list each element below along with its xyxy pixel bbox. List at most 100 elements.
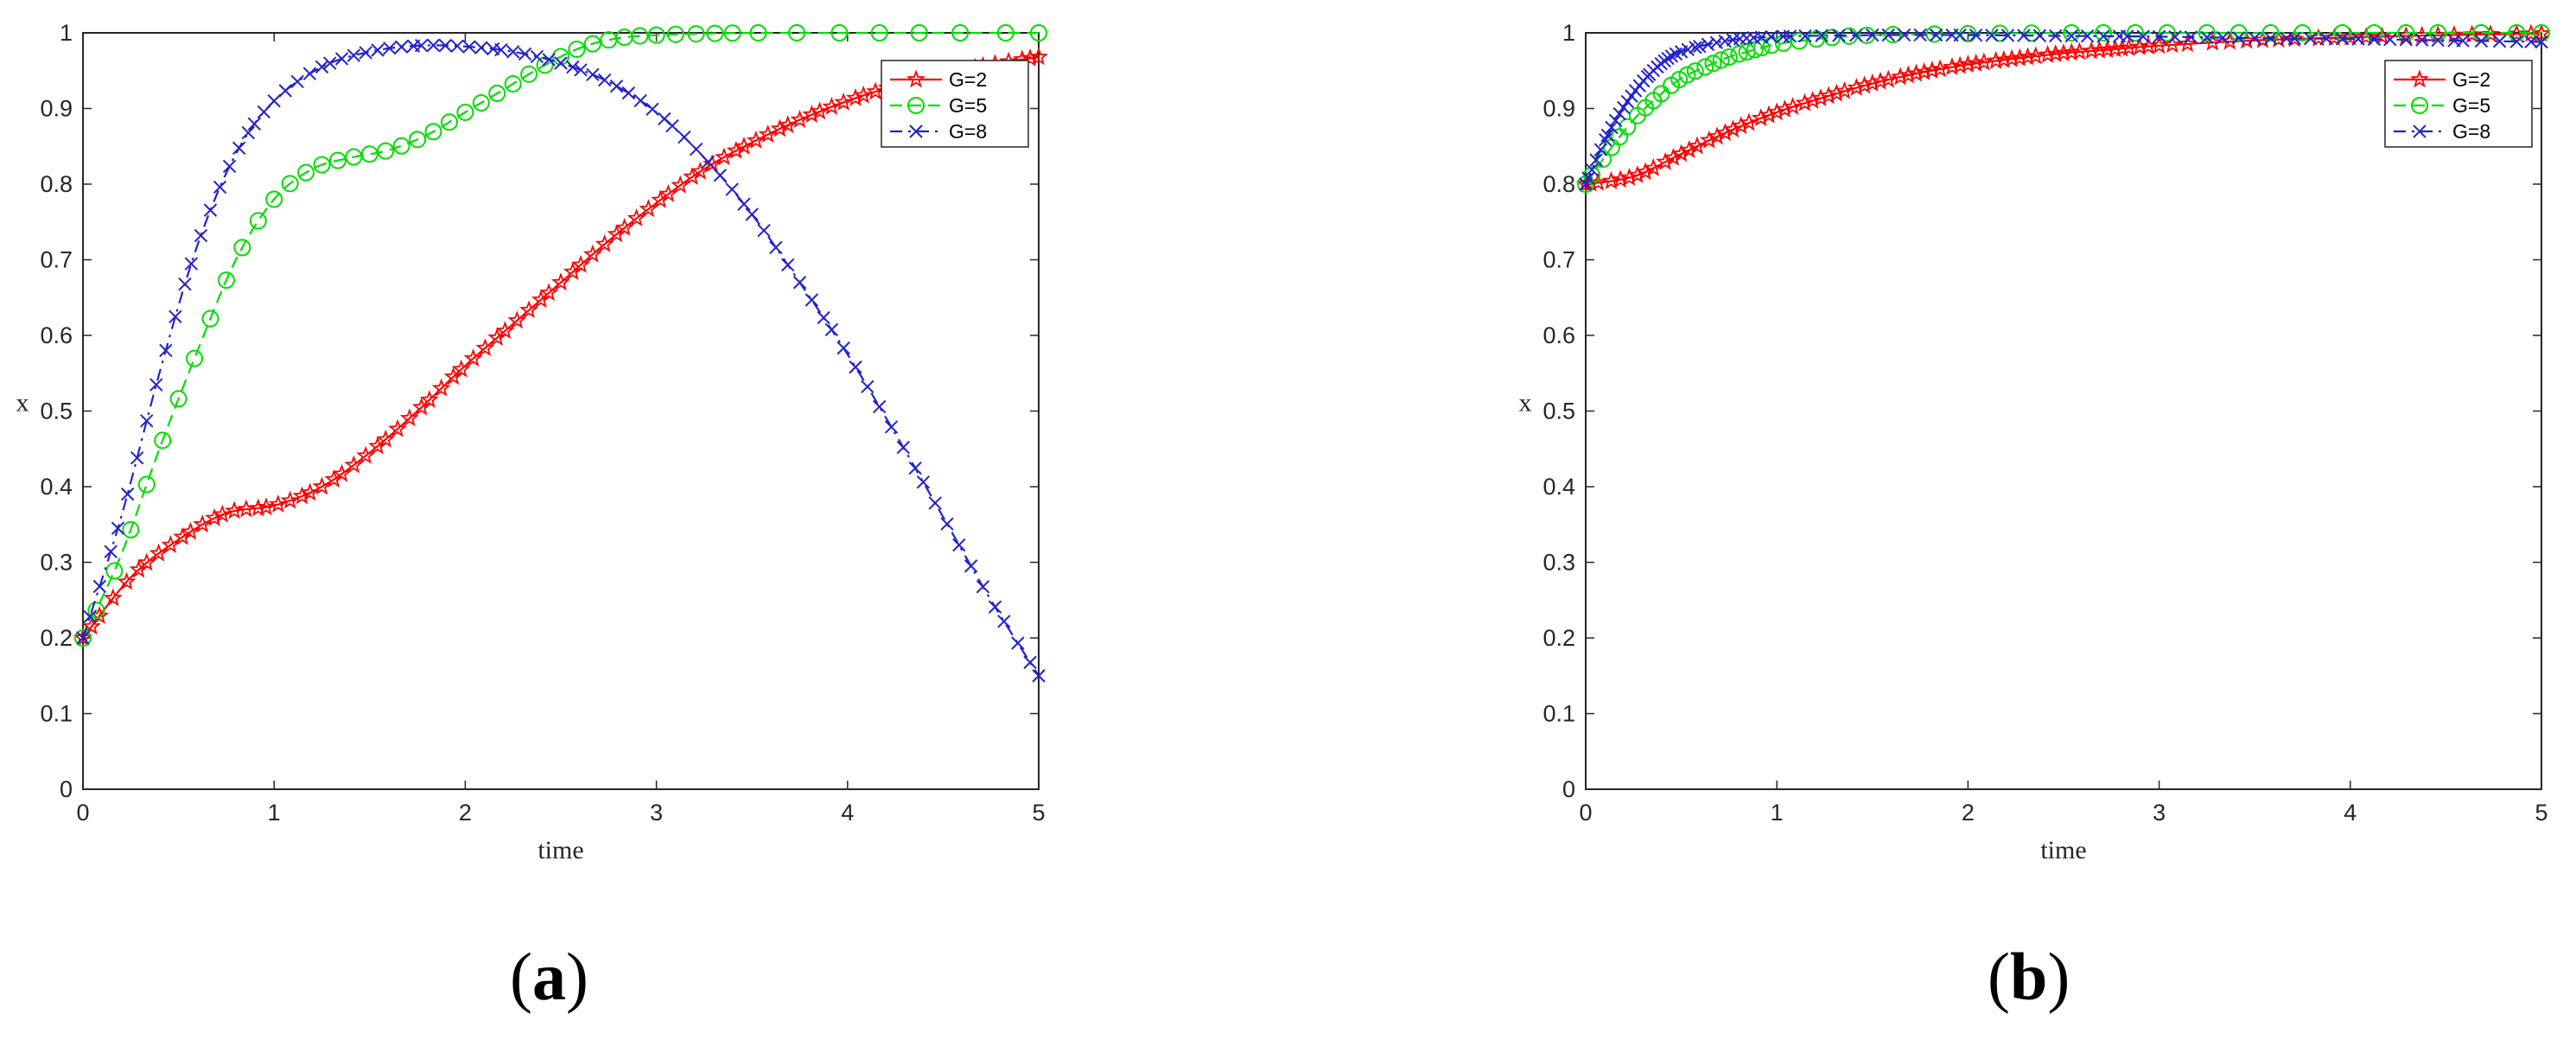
data-point bbox=[173, 526, 193, 545]
data-point bbox=[137, 475, 156, 494]
data-point bbox=[1991, 24, 2009, 42]
data-point bbox=[639, 199, 658, 218]
x-tick-label: 0 bbox=[1579, 800, 1592, 826]
data-point bbox=[1958, 54, 1978, 73]
chart-panel-b: 0 1 2 3 4 5 0 0.1 0.2 0.3 0.4 0.5 0.6 0.7 0.8 0.9 1 time x… bbox=[1288, 0, 2575, 1046]
data-point bbox=[140, 414, 154, 428]
data-point bbox=[2018, 47, 2038, 66]
data-point bbox=[203, 203, 218, 217]
data-point bbox=[1795, 92, 1815, 112]
data-point bbox=[268, 494, 288, 513]
data-point bbox=[2261, 24, 2280, 41]
data-point bbox=[81, 616, 101, 635]
x-tick-label: 5 bbox=[2535, 800, 2547, 826]
data-point bbox=[2474, 34, 2489, 48]
data-point bbox=[323, 56, 337, 70]
data-point bbox=[2200, 30, 2214, 44]
data-point bbox=[344, 455, 364, 474]
data-point bbox=[896, 440, 911, 455]
data-point bbox=[1815, 29, 1829, 42]
data-point bbox=[394, 40, 409, 54]
data-point bbox=[1644, 157, 1663, 176]
data-point bbox=[181, 521, 200, 540]
data-point bbox=[2232, 31, 2246, 45]
data-point bbox=[1986, 50, 2006, 69]
data-point bbox=[1810, 88, 1830, 107]
y-tick-label: 0.8 bbox=[1542, 171, 1575, 197]
data-point bbox=[1803, 90, 1822, 109]
data-point bbox=[504, 74, 522, 92]
data-point bbox=[506, 45, 520, 59]
y-tick-label: 0 bbox=[1562, 776, 1575, 802]
data-point bbox=[1914, 61, 1934, 80]
data-point bbox=[488, 85, 506, 102]
data-point bbox=[1884, 26, 1902, 44]
data-point bbox=[1798, 29, 1812, 43]
data-point bbox=[940, 517, 954, 531]
data-point bbox=[2351, 32, 2365, 46]
data-point bbox=[213, 180, 227, 195]
data-point bbox=[1879, 69, 1899, 88]
data-point bbox=[495, 321, 515, 340]
data-point bbox=[2509, 35, 2524, 48]
data-point bbox=[2248, 31, 2261, 45]
data-point bbox=[1032, 669, 1046, 683]
data-point bbox=[1925, 25, 1943, 43]
data-point bbox=[1619, 118, 1637, 136]
data-point bbox=[1835, 80, 1854, 99]
data-point bbox=[2053, 43, 2074, 61]
data-point bbox=[916, 475, 931, 489]
y-tick-label: 0.3 bbox=[1542, 550, 1575, 576]
data-point bbox=[997, 615, 1011, 628]
y-tick-label: 0.6 bbox=[40, 322, 73, 348]
data-point bbox=[671, 175, 690, 194]
data-point bbox=[976, 580, 990, 594]
data-point bbox=[256, 497, 276, 516]
data-point bbox=[456, 103, 474, 121]
data-point bbox=[566, 60, 580, 74]
data-point bbox=[725, 182, 739, 196]
data-point bbox=[265, 190, 283, 208]
y-tick-label: 0.2 bbox=[1542, 625, 1575, 651]
data-point bbox=[248, 498, 268, 517]
data-point bbox=[161, 534, 181, 553]
data-point bbox=[359, 46, 372, 60]
data-point bbox=[149, 378, 163, 392]
legend: G=2 G=5 G=8 bbox=[881, 60, 1029, 148]
data-point bbox=[1608, 113, 1623, 127]
data-point bbox=[2533, 24, 2550, 41]
data-point bbox=[2105, 39, 2125, 58]
data-point bbox=[996, 24, 1014, 41]
data-point bbox=[278, 84, 292, 98]
data-point bbox=[571, 254, 591, 273]
data-point bbox=[2017, 29, 2031, 42]
data-point bbox=[1686, 62, 1704, 80]
data-point bbox=[426, 38, 441, 53]
y-tick-label: 0.5 bbox=[40, 399, 73, 424]
data-point bbox=[726, 140, 746, 159]
data-point bbox=[723, 24, 741, 42]
data-point bbox=[472, 93, 490, 112]
data-point bbox=[105, 562, 124, 580]
plot-area bbox=[1585, 32, 2542, 790]
data-point bbox=[1696, 58, 1714, 76]
data-point bbox=[646, 102, 659, 117]
data-point bbox=[706, 24, 724, 42]
data-point bbox=[952, 538, 966, 552]
y-tick-label: 0.9 bbox=[40, 96, 73, 122]
data-point bbox=[2333, 24, 2351, 41]
data-point bbox=[614, 217, 634, 236]
data-point bbox=[2178, 34, 2198, 53]
data-point bbox=[2000, 29, 2015, 42]
data-point bbox=[583, 35, 601, 53]
y-tick-label: 0.4 bbox=[40, 474, 73, 500]
data-point bbox=[574, 63, 588, 77]
data-point bbox=[494, 43, 508, 57]
data-point bbox=[1832, 29, 1846, 42]
data-point bbox=[1030, 24, 1047, 41]
data-point bbox=[280, 490, 300, 509]
data-point bbox=[539, 283, 559, 302]
caption-b: (b) bbox=[1988, 939, 2070, 1014]
data-point bbox=[92, 579, 107, 594]
data-point bbox=[507, 310, 527, 329]
